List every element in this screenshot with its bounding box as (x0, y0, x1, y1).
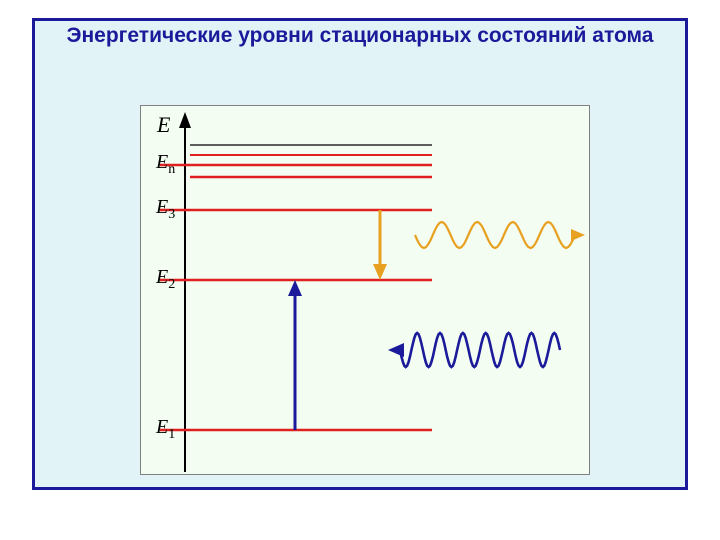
level-label-3: E3 (156, 196, 175, 223)
level-label-2: E2 (156, 266, 175, 293)
level-label-1: E1 (156, 416, 175, 443)
level-label-n: En (156, 151, 175, 178)
slide: Энергетические уровни стационарных состо… (0, 0, 720, 540)
axis-label-E: E (157, 112, 170, 138)
energy-diagram (0, 0, 720, 540)
